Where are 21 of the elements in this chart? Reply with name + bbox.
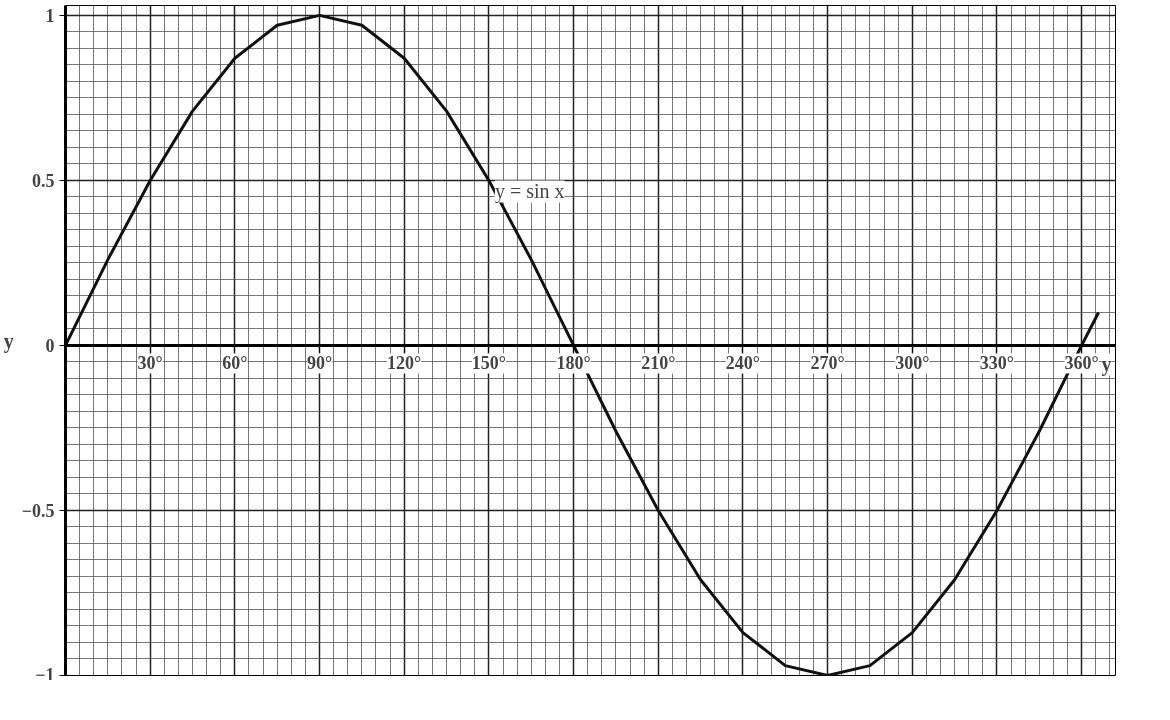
y-axis-title: y — [3, 329, 14, 353]
line-series — [65, 13, 1101, 676]
x-tick-label: 90° — [306, 353, 333, 374]
x-tick-label: 360° — [1064, 353, 1099, 374]
x-tick-label: 330° — [979, 353, 1015, 374]
x-tick-label: 30° — [137, 353, 163, 374]
x-tick-label: 210° — [641, 353, 676, 374]
y-tick-label: 1 — [45, 5, 55, 26]
y-tick-label: 0.5 — [32, 170, 55, 191]
y-tick-label: −0.5 — [21, 500, 55, 521]
x-axis-title: y — [1101, 353, 1112, 377]
x-tick-label: 120° — [387, 353, 422, 374]
x-tick-label: 240° — [725, 353, 761, 374]
annotation: y = sin x — [494, 180, 565, 204]
x-tick-label: 300° — [895, 353, 930, 374]
x-tick-label: 180° — [556, 353, 591, 374]
x-tick-label: 150° — [471, 353, 506, 374]
x-tick-label: 60° — [222, 353, 248, 374]
x-tick-label: 270° — [810, 353, 845, 374]
y-tick-label: −1 — [35, 664, 55, 685]
y-tick-label: 0 — [45, 335, 55, 356]
